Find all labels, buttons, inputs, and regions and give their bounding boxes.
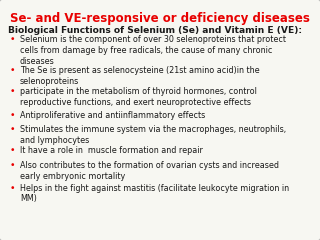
Text: •: • — [10, 66, 15, 75]
Text: •: • — [10, 146, 15, 155]
Text: •: • — [10, 125, 15, 134]
Text: Se- and VE-responsive or deficiency diseases: Se- and VE-responsive or deficiency dise… — [10, 12, 310, 25]
Text: Also contributes to the formation of ovarian cysts and increased
early embryonic: Also contributes to the formation of ova… — [20, 161, 279, 180]
Text: It have a role in  muscle formation and repair: It have a role in muscle formation and r… — [20, 146, 203, 155]
Text: •: • — [10, 161, 15, 170]
Text: Selenium is the component of over 30 selenoproteins that protect
cells from dama: Selenium is the component of over 30 sel… — [20, 35, 286, 66]
Text: •: • — [10, 184, 15, 192]
Text: participate in the metabolism of thyroid hormones, control
reproductive function: participate in the metabolism of thyroid… — [20, 87, 257, 107]
Text: Helps in the fight against mastitis (facilitate leukocyte migration in
MM): Helps in the fight against mastitis (fac… — [20, 184, 289, 203]
Text: •: • — [10, 111, 15, 120]
Text: Antiproliferative and antiinflammatory effects: Antiproliferative and antiinflammatory e… — [20, 111, 205, 120]
Text: Biological Functions of Selenium (Se) and Vitamin E (VE):: Biological Functions of Selenium (Se) an… — [8, 26, 302, 35]
Text: •: • — [10, 35, 15, 44]
Text: Stimulates the immune system via the macrophages, neutrophils,
and lymphocytes: Stimulates the immune system via the mac… — [20, 125, 286, 145]
Text: The Se is present as selenocysteine (21st amino acid)in the
selenoproteins: The Se is present as selenocysteine (21s… — [20, 66, 260, 86]
Text: •: • — [10, 87, 15, 96]
